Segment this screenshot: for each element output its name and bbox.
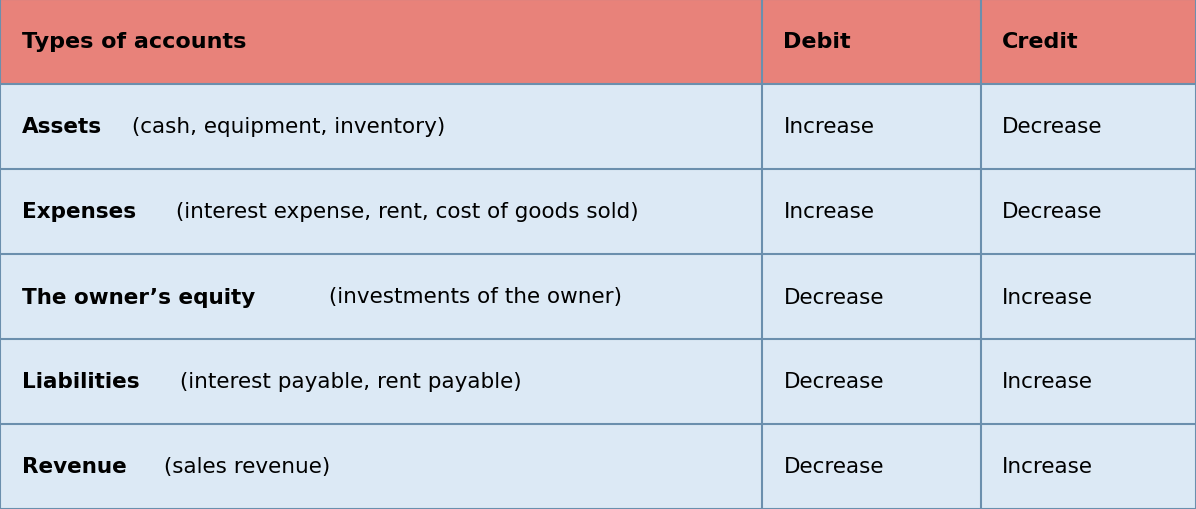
Bar [0,254,762,340]
Text: (interest expense, rent, cost of goods sold): (interest expense, rent, cost of goods s… [169,202,639,222]
Bar [0,169,762,254]
Bar [981,0,1196,85]
Text: Decrease: Decrease [783,372,884,392]
Text: Increase: Increase [1002,457,1093,476]
Bar [981,254,1196,340]
Text: The owner’s equity: The owner’s equity [22,287,255,307]
Bar [0,424,762,509]
Text: Decrease: Decrease [783,287,884,307]
Bar [762,254,981,340]
Text: (cash, equipment, inventory): (cash, equipment, inventory) [124,117,445,137]
Bar [981,169,1196,254]
Text: Credit: Credit [1002,33,1079,52]
Text: Increase: Increase [1002,372,1093,392]
Text: Decrease: Decrease [1002,117,1103,137]
Bar [762,340,981,424]
Bar [981,85,1196,169]
Text: Decrease: Decrease [1002,202,1103,222]
Text: (investments of the owner): (investments of the owner) [323,287,622,307]
Text: Increase: Increase [1002,287,1093,307]
Text: Revenue: Revenue [22,457,127,476]
Bar [981,424,1196,509]
Text: Assets: Assets [22,117,102,137]
Text: Liabilities: Liabilities [22,372,139,392]
Bar [762,424,981,509]
Bar [0,340,762,424]
Bar [762,85,981,169]
Bar [0,0,762,85]
Bar [981,340,1196,424]
Text: (interest payable, rent payable): (interest payable, rent payable) [173,372,521,392]
Text: Increase: Increase [783,202,874,222]
Bar [762,169,981,254]
Bar [0,85,762,169]
Text: Types of accounts: Types of accounts [22,33,246,52]
Text: Expenses: Expenses [22,202,135,222]
Text: Increase: Increase [783,117,874,137]
Text: Debit: Debit [783,33,852,52]
Text: (sales revenue): (sales revenue) [157,457,330,476]
Bar [762,0,981,85]
Text: Decrease: Decrease [783,457,884,476]
